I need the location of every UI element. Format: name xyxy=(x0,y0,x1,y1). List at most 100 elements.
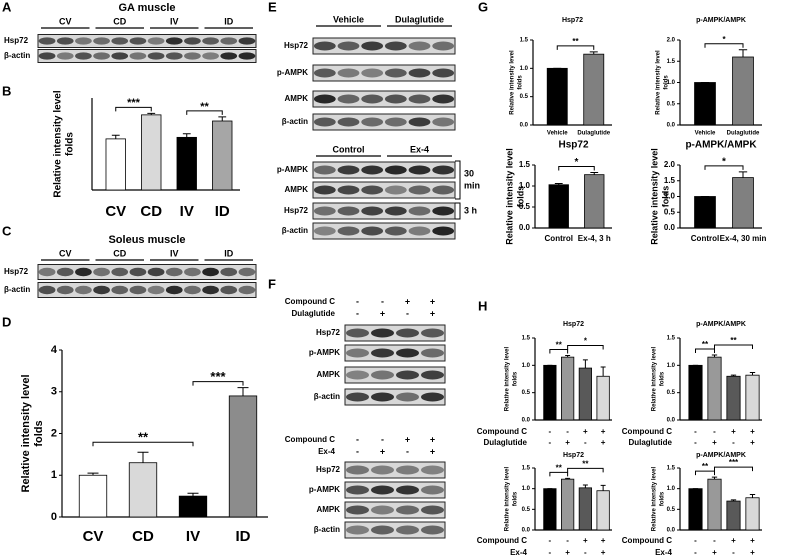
bar xyxy=(694,82,716,126)
treatment-sign: + xyxy=(712,548,717,557)
blot-band xyxy=(337,94,360,104)
y-tick-label: 0.0 xyxy=(522,528,531,534)
blot-band xyxy=(384,226,407,236)
significance-bracket xyxy=(92,441,194,447)
bar xyxy=(546,67,568,126)
significance-label: * xyxy=(722,35,726,44)
y-axis-label: Relative intensity level xyxy=(53,90,64,197)
error-bar xyxy=(749,371,756,376)
x-tick-label: IV xyxy=(186,528,200,545)
blot-band xyxy=(371,525,394,535)
treatment-label: Compound C xyxy=(477,536,527,545)
y-tick-label: 0 xyxy=(51,511,57,523)
error-bar xyxy=(111,134,120,139)
blot-band xyxy=(432,165,455,175)
y-tick-label: 0.5 xyxy=(519,202,531,211)
blot-band xyxy=(408,185,431,195)
blot-strip xyxy=(37,264,257,280)
bar xyxy=(176,136,197,191)
significance-bracket xyxy=(549,348,569,354)
blot-band xyxy=(238,52,256,60)
blot-band xyxy=(56,285,74,295)
blot-strip xyxy=(344,481,446,499)
blot-band xyxy=(184,267,201,277)
blot-band xyxy=(408,117,431,127)
row-label: Hsp72 xyxy=(4,36,29,45)
error-bar xyxy=(565,354,571,358)
treatment-sign: - xyxy=(584,548,587,557)
blot-band xyxy=(421,392,444,402)
bar xyxy=(688,364,703,421)
x-tick-label: Ex-4, 30 min xyxy=(720,234,767,243)
blot-band xyxy=(421,370,444,380)
row-label: β-actin xyxy=(314,392,340,401)
blot-band xyxy=(396,328,419,338)
blot-band xyxy=(346,370,369,380)
treatment-label: Ex-4 xyxy=(655,548,672,557)
chart-title: Hsp72 xyxy=(563,321,584,328)
error-bar xyxy=(600,484,606,491)
blot-band xyxy=(111,37,129,45)
bracket xyxy=(455,160,461,200)
treatment-sign: - xyxy=(694,548,697,557)
blot-band xyxy=(129,37,147,45)
panel-label: F xyxy=(268,276,276,291)
treatment-sign: - xyxy=(381,296,384,306)
y-axis-label: Relative intensity level xyxy=(652,466,658,531)
y-tick-label: 1.5 xyxy=(522,336,531,342)
treatment-label: Compound C xyxy=(622,427,672,436)
treatment-sign: + xyxy=(430,434,435,444)
y-tick-label: 1.0 xyxy=(664,192,676,201)
panel-label: H xyxy=(478,298,487,313)
significance-label: ** xyxy=(730,336,737,345)
blot-band xyxy=(396,370,419,380)
treatment-sign: - xyxy=(549,427,552,436)
blot-band xyxy=(129,267,147,277)
row-label: AMPK xyxy=(284,94,308,103)
blot-band xyxy=(38,267,56,277)
blot-band xyxy=(220,52,238,60)
group-label: Vehicle xyxy=(333,14,364,24)
blot-band xyxy=(432,206,455,216)
blot-strip xyxy=(37,282,257,298)
x-tick-label: Ex-4, 3 h xyxy=(578,234,611,243)
y-axis-label: folds xyxy=(513,491,519,506)
blot-band xyxy=(346,485,369,495)
error-bar xyxy=(749,493,756,498)
y-axis-label: folds xyxy=(515,186,525,208)
blot-band xyxy=(371,505,394,515)
blot-band xyxy=(408,41,431,51)
panel-label: C xyxy=(2,223,12,238)
bar xyxy=(732,177,754,229)
blot-band xyxy=(371,392,394,402)
blot-strip xyxy=(344,324,446,342)
y-axis-label: Relative intensity level xyxy=(505,466,511,531)
group-label: CV xyxy=(59,248,72,258)
blot-band xyxy=(165,52,183,60)
blot-band xyxy=(396,465,419,475)
treatment-sign: - xyxy=(356,308,359,318)
significance-label: ** xyxy=(556,341,563,350)
bar xyxy=(141,114,162,191)
blot-band xyxy=(202,37,219,45)
blot-band xyxy=(371,465,394,475)
bar xyxy=(128,462,158,518)
y-tick-label: 1.0 xyxy=(667,486,676,492)
blot-band xyxy=(408,165,431,175)
treatment-sign: + xyxy=(750,536,755,545)
blot-band xyxy=(165,37,183,45)
significance-label: ** xyxy=(556,463,563,472)
error-bar xyxy=(554,182,563,185)
blot-strip xyxy=(344,388,446,406)
treatment-sign: - xyxy=(566,536,569,545)
blot-band xyxy=(93,52,110,60)
significance-bracket xyxy=(558,166,595,171)
blot-band xyxy=(75,37,92,45)
treatment-sign: + xyxy=(430,296,435,306)
blot-band xyxy=(75,285,92,295)
blot-title: GA muscle xyxy=(118,2,175,14)
blot-band xyxy=(384,117,407,127)
blot-band xyxy=(313,41,336,51)
x-tick-label: Dulaglutide xyxy=(727,131,760,137)
